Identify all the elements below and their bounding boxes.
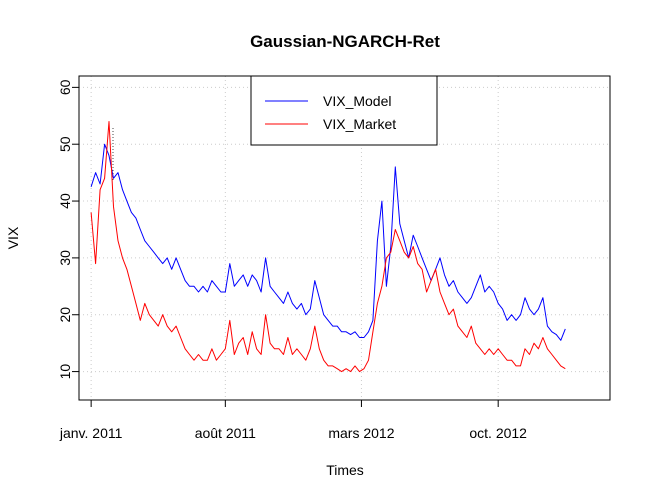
legend-label-model: VIX_Model (323, 93, 391, 109)
y-tick-label: 40 (57, 193, 73, 209)
x-axis: janv. 2011 août 2011 mars 2012 oct. 2012 (59, 400, 527, 441)
chart-title: Gaussian-NGARCH-Ret (250, 32, 440, 51)
series-line-vix-market (90, 121, 566, 373)
y-axis-label: VIX (5, 226, 21, 249)
legend: VIX_Model VIX_Market (250, 75, 438, 146)
x-axis-label: Times (326, 462, 364, 478)
x-tick-label: mars 2012 (328, 425, 394, 441)
y-tick-label: 60 (57, 79, 73, 95)
legend-label-market: VIX_Market (323, 116, 396, 132)
x-tick-label: août 2011 (195, 425, 256, 441)
series-line-vix-model (90, 143, 566, 341)
y-axis: 10 20 30 40 50 60 (57, 79, 79, 379)
y-tick-label: 30 (57, 250, 73, 266)
legend-box (250, 75, 438, 146)
y-tick-label: 10 (57, 364, 73, 380)
x-tick-label: janv. 2011 (59, 425, 123, 441)
y-tick-label: 50 (57, 136, 73, 152)
x-tick-label: oct. 2012 (469, 425, 527, 441)
y-tick-label: 20 (57, 307, 73, 323)
series-layer (90, 121, 566, 373)
